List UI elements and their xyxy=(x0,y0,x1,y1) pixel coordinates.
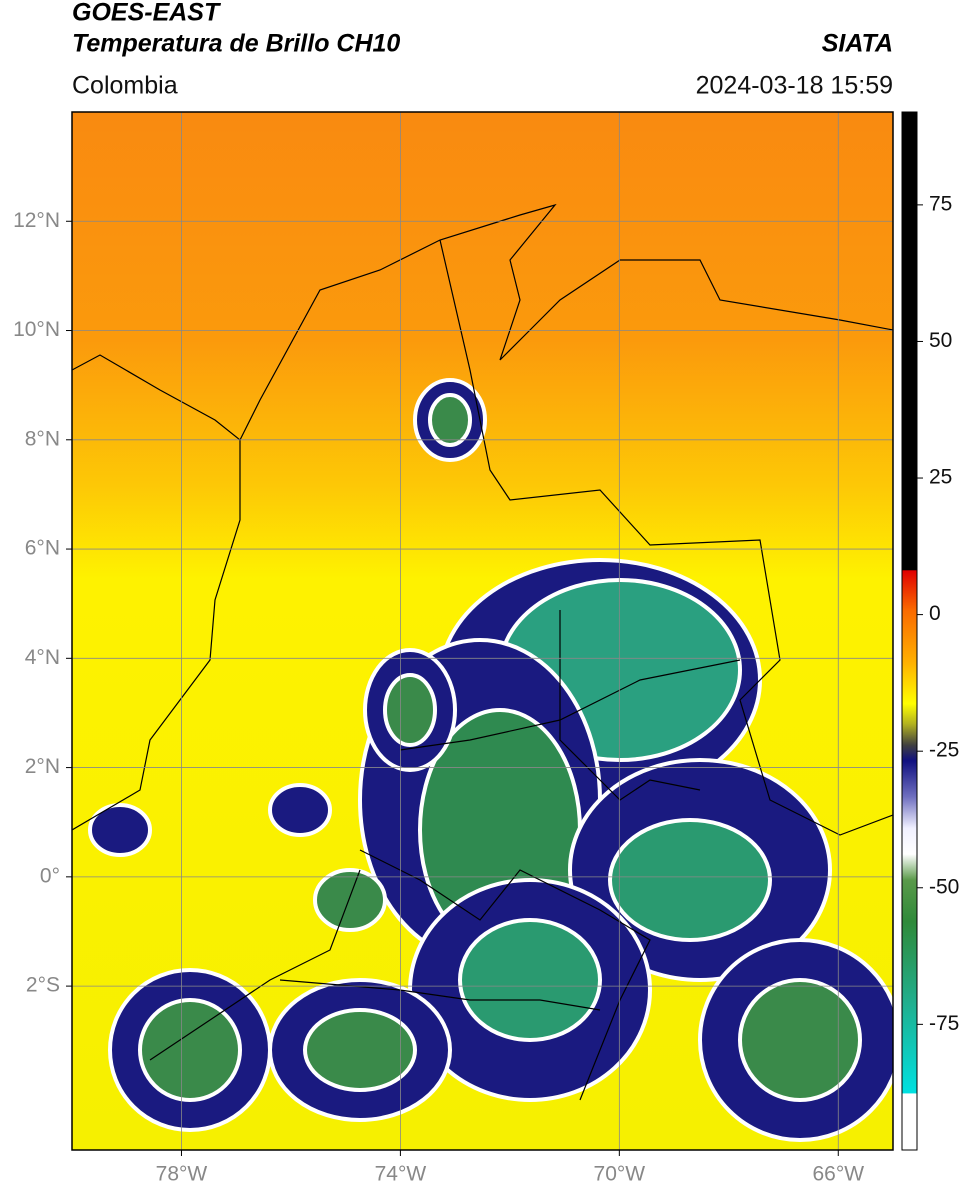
y-tick-label: 12°N xyxy=(13,209,60,232)
y-tick-label: 2°S xyxy=(26,974,60,997)
y-tick-label: 4°N xyxy=(25,646,60,669)
title: GOES-EAST xyxy=(72,0,222,27)
colorbar-tick-label: 25 xyxy=(929,466,952,489)
y-tick-label: 0° xyxy=(40,864,60,887)
colorbar-tick-label: -75 xyxy=(929,1012,959,1035)
imagery xyxy=(72,112,893,1150)
colorbar-tick-label: 0 xyxy=(929,602,941,625)
x-tick-label: 74°W xyxy=(375,1163,427,1186)
x-tick-label: 66°W xyxy=(812,1163,864,1186)
y-tick-label: 10°N xyxy=(13,318,60,341)
colorbar-tick-label: -50 xyxy=(929,875,959,898)
y-tick-label: 2°N xyxy=(25,755,60,778)
source: SIATA xyxy=(822,30,893,58)
title: Temperatura de Brillo CH10 xyxy=(72,30,400,58)
colorbar-tick-label: 75 xyxy=(929,192,952,215)
colorbar xyxy=(901,111,918,1151)
y-tick-label: 8°N xyxy=(25,427,60,450)
region: Colombia xyxy=(72,72,178,100)
colorbar-tick-label: -25 xyxy=(929,739,959,762)
datetime: 2024-03-18 15:59 xyxy=(696,72,893,100)
map-frame xyxy=(71,111,894,1151)
colorbar-tick-label: 50 xyxy=(929,329,952,352)
x-tick-label: 70°W xyxy=(594,1163,646,1186)
x-tick-label: 78°W xyxy=(156,1163,208,1186)
y-tick-label: 6°N xyxy=(25,537,60,560)
